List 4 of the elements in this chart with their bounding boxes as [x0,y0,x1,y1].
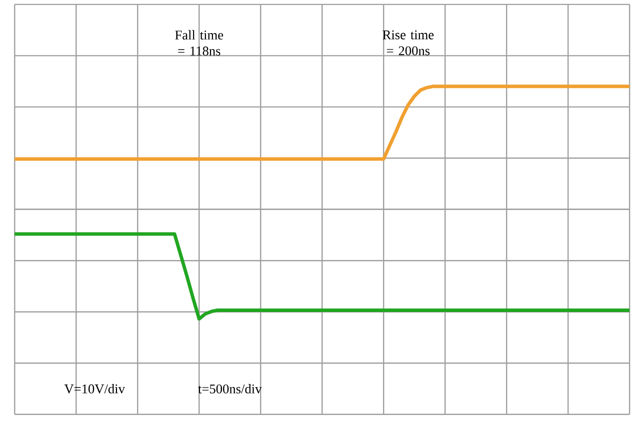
text: Fall time = 118ns [175,30,224,56]
text: t=500ns/div [198,384,262,394]
text: Rise time = 200ns [382,30,434,56]
text: V=10V/div [64,384,125,394]
